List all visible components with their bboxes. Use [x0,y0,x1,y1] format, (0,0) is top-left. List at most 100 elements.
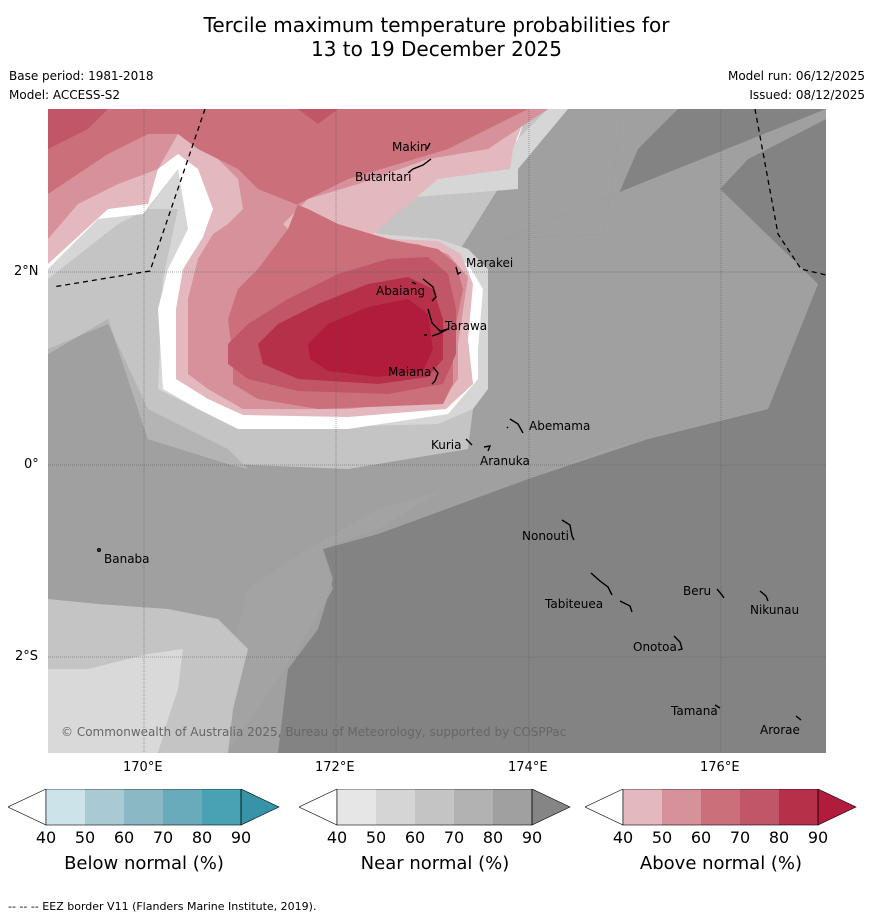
label-butaritari: Butaritari [355,170,412,184]
banaba-island [97,548,102,553]
near-swatch-50-60 [376,789,415,825]
above-swatch-70-80 [740,789,779,825]
label-nikunau: Nikunau [750,603,799,617]
lon-label-170e: 170°E [123,760,163,775]
above-tick-70: 70 [729,828,751,847]
colorbar-above-normal: 40 50 60 70 80 90 Above normal (%) [585,785,857,885]
near-tick-40: 40 [326,828,348,847]
colorbar-near-normal: 40 50 60 70 80 90 Near normal (%) [299,785,571,885]
below-tick-60: 60 [113,828,135,847]
colorbar-near-swatches [299,789,571,826]
below-swatch-60-70 [124,789,163,825]
label-tarawa: Tarawa [444,319,487,333]
near-swatch-80-90 [493,789,532,825]
issued-label: Issued: 08/12/2025 [749,88,865,102]
eez-border-west [52,109,206,288]
above-swatch-over-90 [817,789,857,826]
above-tick-80: 80 [768,828,790,847]
tamana-atoll [714,704,721,709]
above-normal-title: Above normal (%) [639,853,803,874]
above-colorbar-frame [622,789,819,826]
base-period-label: Base period: 1981-2018 [9,69,154,83]
above-swatch-under-40 [585,789,624,826]
graticule [48,109,826,753]
label-makin: Makin [392,140,428,154]
map-title-line-1: Tercile maximum temperature probabilitie… [203,13,670,37]
near-swatch-40-50 [337,789,376,825]
above-normal-70-80-north-region [48,109,338,149]
maiana-atoll [431,366,439,385]
below-tick-50: 50 [74,828,96,847]
model-label: Model: ACCESS-S2 [9,88,121,102]
label-kuria: Kuria [431,438,462,452]
near-tick-90: 90 [521,828,543,847]
islands [97,142,802,721]
near-tick-60: 60 [404,828,426,847]
label-tamana: Tamana [670,704,718,718]
abemama-atoll [506,418,524,434]
below-tick-70: 70 [152,828,174,847]
above-tick-40: 40 [612,828,634,847]
map-panel[interactable]: Makin Butaritari Marakei Abaiang Tarawa … [48,109,826,753]
above-swatch-80-90 [779,789,818,825]
below-colorbar-frame [45,789,242,826]
beru-atoll [716,588,725,599]
near-tick-70: 70 [443,828,465,847]
below-swatch-over-90 [240,789,280,826]
label-banaba: Banaba [104,552,150,566]
label-aranuka: Aranuka [480,454,530,468]
eez-border-east [754,109,826,276]
label-abemama: Abemama [529,419,590,433]
above-swatch-50-60 [662,789,701,825]
below-tick-80: 80 [191,828,213,847]
near-swatch-70-80 [454,789,493,825]
lat-label-2n: 2°N [14,264,39,279]
place-labels: Makin Butaritari Marakei Abaiang Tarawa … [104,140,800,737]
below-swatch-70-80 [163,789,202,825]
nonouti-atoll [561,519,575,541]
lon-label-174e: 174°E [508,760,548,775]
near-tick-80: 80 [482,828,504,847]
near-normal-40-50-south-region [48,649,183,753]
marakei-atoll [455,266,462,276]
eez-border-legend: -- -- -- EEZ border V11 (Flanders Marine… [8,900,317,913]
label-maiana: Maiana [388,365,431,379]
label-marakei: Marakei [466,256,513,270]
eez-border [52,109,826,288]
lat-label-0: 0° [24,457,39,472]
makin-butaritari-atoll [407,142,432,174]
lon-label-176e: 176°E [700,760,740,775]
above-swatch-60-70 [701,789,740,825]
below-normal-title: Below normal (%) [64,853,224,874]
colorbar-below-normal: 40 50 60 70 80 90 Below normal (%) [8,785,280,885]
arorae-atoll [795,715,802,721]
forecast-map: Makin Butaritari Marakei Abaiang Tarawa … [48,109,826,753]
above-tick-60: 60 [690,828,712,847]
label-nonouti: Nonouti [522,529,569,543]
colorbar-above-swatches [585,789,857,826]
label-abaiang: Abaiang [376,284,425,298]
near-tick-50: 50 [365,828,387,847]
onotoa-atoll [673,635,683,651]
near-swatch-60-70 [415,789,454,825]
tabiteuea-atoll [590,572,633,613]
label-onotoa: Onotoa [633,640,677,654]
abaiang-atoll [411,278,437,302]
above-tick-90: 90 [807,828,829,847]
below-tick-40: 40 [35,828,57,847]
map-title-line-2: 13 to 19 December 2025 [310,37,562,61]
model-run-label: Model run: 06/12/2025 [727,69,865,83]
near-colorbar-frame [336,789,533,826]
near-swatch-under-40 [299,789,338,826]
near-normal-80-90-region [228,109,826,753]
below-swatch-under-40 [8,789,47,826]
below-tick-90: 90 [230,828,252,847]
copyright-notice: © Commonwealth of Australia 2025, Bureau… [61,725,566,739]
below-swatch-50-60 [85,789,124,825]
above-tick-50: 50 [651,828,673,847]
above-swatch-40-50 [623,789,662,825]
tarawa-atoll [424,308,449,337]
label-beru: Beru [683,584,711,598]
above-normal-90-plus-region [308,299,433,377]
nikunau-atoll [759,590,769,602]
